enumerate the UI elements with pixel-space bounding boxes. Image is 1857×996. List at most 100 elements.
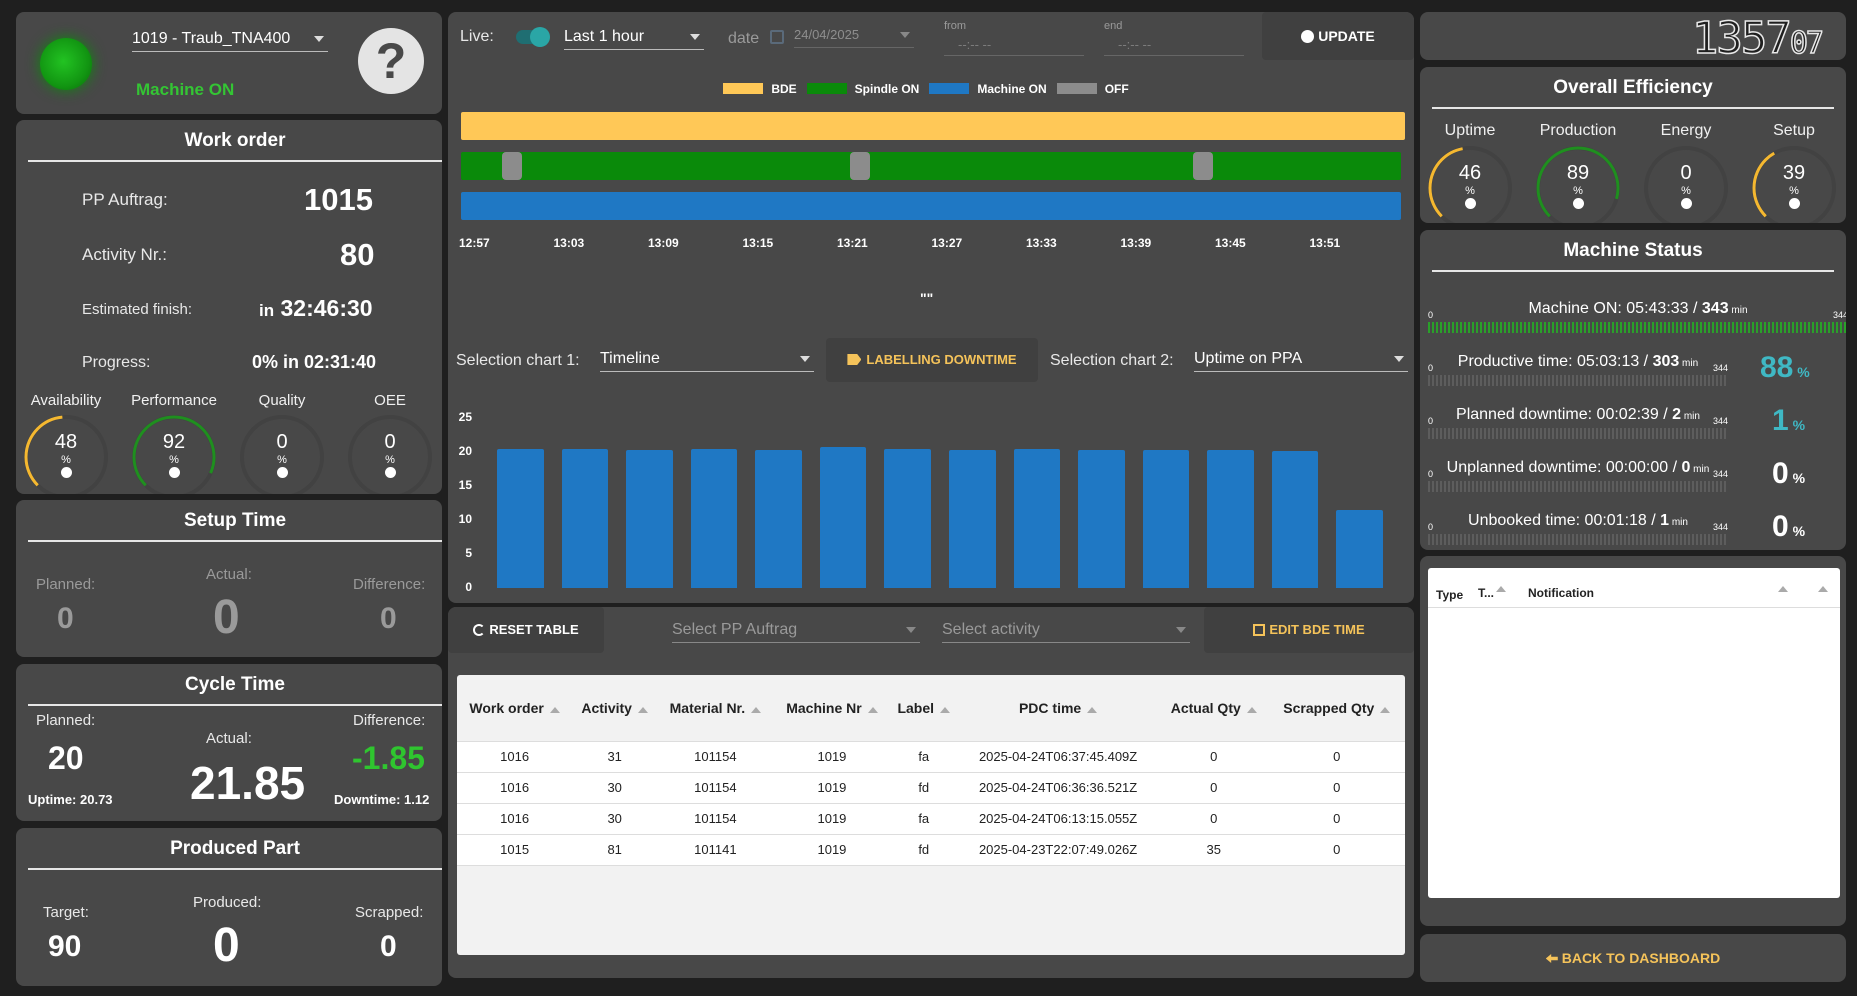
sort-icon[interactable]: [549, 706, 560, 713]
sort-icon[interactable]: [1380, 706, 1391, 713]
from-input[interactable]: --:-- --: [944, 34, 1084, 56]
labelling-downtime-button[interactable]: LABELLING DOWNTIME: [826, 338, 1038, 382]
sort-icon[interactable]: [1087, 706, 1098, 713]
machine-select[interactable]: 1019 - Traub_TNA400: [132, 26, 328, 52]
bar[interactable]: [1013, 448, 1061, 588]
bar[interactable]: [1207, 449, 1254, 588]
gauge-value: 0: [1680, 162, 1692, 184]
gauge: 89%: [1535, 145, 1621, 223]
status-percent-unit: %: [1788, 523, 1806, 539]
range-select[interactable]: Last 1 hour: [564, 24, 704, 50]
timeline-handle[interactable]: [502, 152, 522, 180]
column-header[interactable]: Activity: [572, 675, 658, 742]
bar[interactable]: [1336, 509, 1383, 588]
bar[interactable]: [1142, 449, 1190, 588]
column-header[interactable]: Actual Qty: [1158, 675, 1269, 742]
bar[interactable]: [1271, 451, 1319, 588]
edit-bde-time-button[interactable]: EDIT BDE TIME: [1204, 607, 1414, 653]
end-label: end: [1104, 20, 1123, 32]
spindle-lane: [461, 152, 1401, 180]
question-mark-icon[interactable]: ?: [358, 28, 424, 94]
legend-item[interactable]: BDE: [723, 82, 797, 96]
status-max: 344: [1712, 416, 1728, 426]
col-t[interactable]: T...: [1478, 586, 1495, 600]
reset-table-button[interactable]: RESET TABLE: [448, 607, 604, 653]
setup-difference-label: Difference:: [353, 576, 426, 593]
gauge-track: [348, 415, 432, 494]
bar[interactable]: [690, 448, 738, 588]
bar[interactable]: [949, 449, 996, 588]
gauge-label: Quality: [258, 392, 306, 409]
table-row[interactable]: 1016 30 101154 1019 fd 2025-04-24T06:36:36.52…: [457, 772, 1405, 804]
legend-item[interactable]: Spindle ON: [806, 82, 919, 96]
column-header[interactable]: Work order: [457, 675, 573, 742]
sort-icon[interactable]: [637, 706, 648, 713]
sort-icon[interactable]: [940, 706, 951, 713]
table-cell: 0: [1158, 772, 1269, 804]
y-tick: 5: [465, 546, 472, 560]
timeline-tick: 13:27: [931, 236, 963, 250]
table-cell: 101154: [657, 803, 774, 835]
table-cell: 1016: [457, 741, 573, 773]
chart2-select[interactable]: Uptime on PPA: [1194, 346, 1408, 372]
sort-icon[interactable]: [1246, 706, 1257, 713]
bar[interactable]: [884, 448, 931, 588]
sort-icon[interactable]: [867, 706, 878, 713]
col-type[interactable]: Type: [1436, 588, 1464, 602]
column-header[interactable]: Label: [890, 675, 958, 742]
gauge-value-arc: [24, 415, 108, 494]
sort-icon[interactable]: [1496, 586, 1506, 592]
sort-icon[interactable]: [1818, 586, 1828, 592]
pp-auftrag-select[interactable]: Select PP Auftrag: [672, 617, 920, 643]
end-input[interactable]: --:-- --: [1104, 34, 1244, 56]
bar[interactable]: [1078, 449, 1125, 588]
gauge-unit: %: [1681, 185, 1691, 197]
sort-icon[interactable]: [751, 706, 762, 713]
table-cell: 1016: [457, 803, 573, 835]
reset-label: RESET TABLE: [489, 622, 579, 637]
table-cell: 2025-04-24T06:13:15.055Z: [957, 803, 1159, 835]
table-row[interactable]: 1015 81 101141 1019 fd 2025-04-23T22:07:49.02…: [457, 834, 1405, 866]
activity-select[interactable]: Select activity: [942, 617, 1190, 643]
live-toggle[interactable]: [516, 27, 550, 47]
col-notification[interactable]: Notification: [1528, 586, 1594, 600]
legend-item[interactable]: Machine ON: [929, 82, 1047, 96]
bar[interactable]: [561, 448, 609, 588]
machine-status-card: Machine Status Machine ON: 05:43:33 / 34…: [1420, 230, 1846, 550]
notifications-card: Type T... Notification: [1420, 556, 1846, 926]
back-to-dashboard-button[interactable]: BACK TO DASHBOARD: [1420, 934, 1846, 982]
timeline-handle[interactable]: [1193, 152, 1213, 180]
pp-auftrag-placeholder: Select PP Auftrag: [672, 621, 798, 638]
date-input[interactable]: 24/04/2025: [794, 22, 914, 48]
calendar-icon[interactable]: [770, 30, 784, 44]
y-tick: 10: [458, 512, 472, 526]
chart1-select[interactable]: Timeline: [600, 346, 814, 372]
sort-icon[interactable]: [1778, 586, 1788, 592]
table-cell: 0: [1158, 803, 1269, 835]
column-header[interactable]: Scrapped Qty: [1268, 675, 1405, 742]
rocket-icon: [131, 466, 217, 481]
column-header[interactable]: Machine Nr: [773, 675, 891, 742]
status-led: [40, 38, 92, 90]
table-cell: 0: [1268, 772, 1405, 804]
update-button[interactable]: UPDATE: [1262, 12, 1414, 60]
bar[interactable]: [755, 449, 802, 588]
table-cell: 1019: [773, 803, 891, 835]
timeline-handle[interactable]: [850, 152, 870, 180]
efficiency-title: Overall Efficiency: [1432, 67, 1834, 109]
status-label-text: Machine ON: 05:43:33 /: [1528, 300, 1702, 317]
table-row[interactable]: 1016 30 101154 1019 fa 2025-04-24T06:13:15.05…: [457, 803, 1405, 835]
bar[interactable]: [626, 449, 673, 588]
bar[interactable]: [497, 448, 544, 588]
target-value: 90: [48, 930, 82, 963]
column-header-label: Scrapped Qty: [1283, 699, 1375, 716]
column-header[interactable]: Material Nr.: [657, 675, 774, 742]
table-cell: 30: [572, 803, 658, 835]
status-min: 0: [1428, 522, 1434, 532]
machine-status-text: Machine ON: [136, 80, 235, 99]
bar[interactable]: [819, 447, 867, 588]
legend-item[interactable]: OFF: [1056, 82, 1129, 96]
column-header[interactable]: PDC time: [957, 675, 1159, 742]
table-row[interactable]: 1016 31 101154 1019 fa 2025-04-24T06:37:45.40…: [457, 741, 1405, 773]
legend-label: OFF: [1104, 82, 1129, 96]
